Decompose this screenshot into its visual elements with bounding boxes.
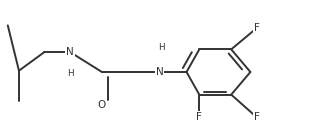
Text: F: F xyxy=(254,112,260,122)
Text: F: F xyxy=(254,23,260,33)
Text: H: H xyxy=(67,69,73,78)
Text: O: O xyxy=(98,100,106,110)
Text: N: N xyxy=(66,47,74,57)
Text: N: N xyxy=(156,67,163,77)
Text: H: H xyxy=(158,43,164,52)
Text: F: F xyxy=(196,112,202,122)
